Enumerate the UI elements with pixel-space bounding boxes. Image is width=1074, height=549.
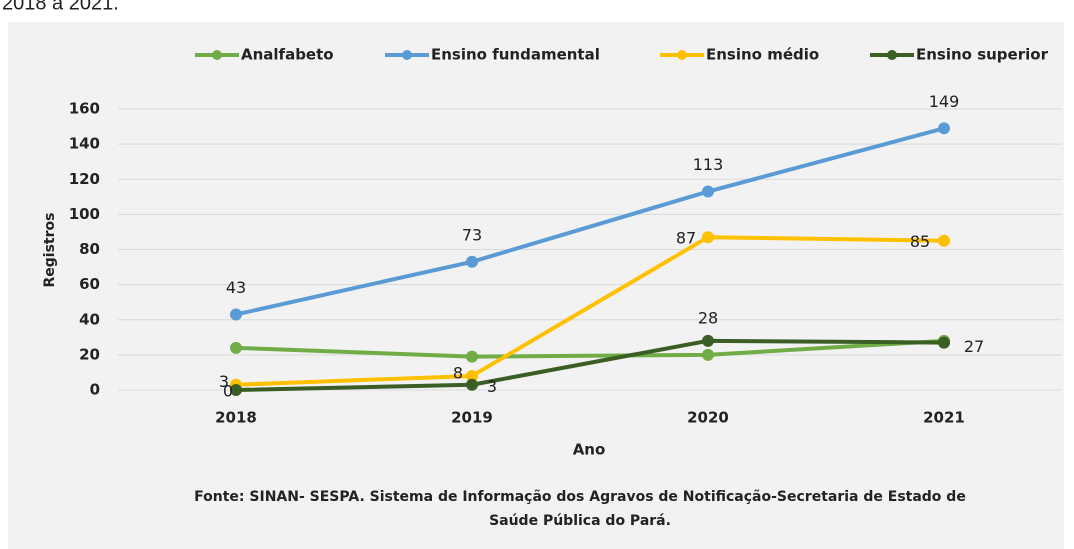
legend-marker [677,50,687,60]
point [230,341,242,354]
point [466,255,478,268]
legend-label: Ensino médio [706,46,819,64]
legend-marker [887,50,897,60]
point [702,348,714,361]
chart-panel [8,22,1064,549]
point [702,231,714,244]
x-tick-label: 2018 [215,409,257,427]
y-tick-label: 40 [79,310,100,328]
data-label: 3 [487,377,497,396]
y-tick-label: 100 [69,205,100,223]
y-tick-label: 80 [79,240,100,258]
data-label: 85 [910,232,930,251]
point [466,378,478,391]
y-tick-label: 0 [90,381,100,399]
data-label: 87 [676,229,696,248]
data-label: 113 [693,155,724,174]
source-line: Fonte: SINAN- SESPA. Sistema de Informaç… [194,489,966,505]
x-tick-label: 2021 [923,409,965,427]
point [938,122,950,135]
series-line [235,338,945,359]
point [702,185,714,198]
source-line: Saúde Pública do Pará. [489,513,671,529]
point [230,384,242,396]
x-tick-label: 2019 [451,409,493,427]
y-tick-label: 60 [79,275,100,293]
series-line [235,126,945,317]
data-label: 149 [929,92,960,111]
legend-label: Ensino fundamental [431,46,600,64]
x-axis-label: Ano [573,441,606,459]
point [466,350,478,363]
data-label: 3 [219,372,229,391]
series-line [235,338,945,392]
legend-label: Analfabeto [241,46,334,64]
legend-label: Ensino superior [916,46,1049,64]
y-tick-label: 120 [69,170,100,188]
x-tick-label: 2020 [687,409,729,427]
caption-top: 2018 a 2021. [2,0,119,14]
data-label: 8 [453,363,463,382]
point [702,334,714,347]
data-label: 28 [698,308,718,327]
data-label: 43 [226,278,246,297]
data-label: 27 [964,337,984,356]
series-line [235,235,945,387]
point [230,308,242,321]
legend-marker [402,50,412,60]
data-label: 73 [462,225,482,244]
y-tick-label: 160 [69,100,100,118]
data-label: 0 [223,382,233,401]
legend-marker [212,50,222,60]
point [938,234,950,247]
point [466,369,478,382]
y-tick-label: 140 [69,135,100,153]
y-axis-label: Registros [42,213,58,288]
point [938,336,950,349]
y-tick-label: 20 [79,345,100,363]
